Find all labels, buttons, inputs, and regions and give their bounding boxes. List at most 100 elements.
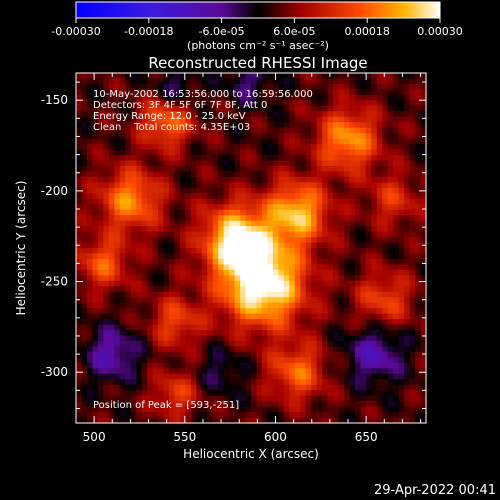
heatmap-cell [333,105,340,112]
heatmap-cell [119,264,126,271]
heatmap-cell [382,357,389,364]
heatmap-cell [103,264,110,271]
heatmap-cell [409,275,416,282]
heatmap-cell [229,237,236,244]
heatmap-cell [311,368,318,375]
heatmap-cell [119,187,126,194]
heatmap-cell [387,94,394,101]
heatmap-cell [365,373,372,380]
heatmap-cell [158,362,165,369]
heatmap-cell [327,401,334,408]
x-tick-label: 500 [83,430,106,444]
heatmap-cell [393,330,400,337]
heatmap-cell [333,379,340,386]
heatmap-cell [185,417,192,424]
heatmap-cell [305,78,312,85]
heatmap-cell [86,395,94,402]
heatmap-cell [420,253,427,260]
heatmap-cell [393,78,400,85]
heatmap-cell [300,395,307,402]
heatmap-cell [360,94,367,101]
heatmap-cell [393,291,400,298]
heatmap-cell [365,182,372,189]
heatmap-cell [333,165,340,173]
heatmap-cell [360,73,367,80]
heatmap-cell [409,215,416,222]
heatmap-cell [371,165,378,173]
heatmap-cell [76,335,83,342]
heatmap-cell [251,83,258,91]
heatmap-cell [333,149,340,156]
heatmap-cell [76,357,83,364]
heatmap-cell [409,379,416,386]
heatmap-cell [316,209,323,216]
heatmap-cell [300,231,307,238]
heatmap-cell [207,105,214,112]
heatmap-cell [360,269,367,276]
heatmap-cell [119,89,126,96]
heatmap-cell [229,395,236,402]
heatmap-cell [108,340,115,348]
heatmap-cell [218,373,225,380]
heatmap-cell [316,248,323,255]
heatmap-cell [316,83,323,91]
heatmap-cell [86,226,94,233]
heatmap-cell [223,313,230,320]
heatmap-cell [327,176,334,183]
heatmap-cell [245,226,252,233]
heatmap-cell [196,122,203,129]
heatmap-cell [97,144,104,151]
heatmap-cell [86,346,94,353]
heatmap-cell [207,269,214,276]
heatmap-cell [92,302,99,309]
heatmap-cell [147,122,154,129]
heatmap-cell [349,226,356,233]
colorbar-label: (photons cm⁻² s⁻¹ asec⁻²) [187,39,329,52]
heatmap-cell [387,280,394,287]
heatmap-cell [338,155,345,162]
heatmap-cell [92,335,99,342]
heatmap-cell [261,94,269,101]
heatmap-cell [256,231,263,238]
heatmap-cell [360,231,367,238]
heatmap-cell [267,155,274,162]
heatmap-cell [218,149,225,156]
heatmap-cell [179,253,186,260]
heatmap-cell [97,368,104,375]
heatmap-cell [333,330,340,337]
heatmap-cell [81,149,88,156]
heatmap-cell [207,258,214,266]
heatmap-cell [343,89,351,96]
heatmap-cell [289,73,296,80]
heatmap-cell [294,302,301,309]
heatmap-cell [168,127,176,134]
heatmap-cell [97,127,104,134]
heatmap-cell [398,144,405,151]
heatmap-cell [316,313,323,320]
heatmap-cell [300,269,307,276]
heatmap-cell [409,242,416,249]
heatmap-cell [409,412,416,419]
colorbar-tick-label: 0.00018 [344,25,390,38]
heatmap-cell [185,94,192,101]
heatmap-cell [382,237,389,244]
heatmap-cell [343,346,351,353]
heatmap-cell [163,264,170,271]
heatmap-cell [289,204,296,211]
heatmap-cell [114,176,121,183]
heatmap-cell [179,144,186,151]
heatmap-cell [147,275,154,282]
heatmap-cell [371,280,378,287]
heatmap-cell [261,401,269,408]
heatmap-cell [393,73,400,80]
heatmap-cell [420,330,427,337]
heatmap-cell [185,308,192,315]
heatmap-cell [119,248,126,255]
heatmap-cell [365,231,372,238]
heatmap-cell [305,335,312,342]
heatmap-cell [311,286,318,293]
heatmap-cell [92,313,99,320]
heatmap-cell [349,160,356,167]
heatmap-cell [218,357,225,364]
heatmap-cell [108,83,115,91]
